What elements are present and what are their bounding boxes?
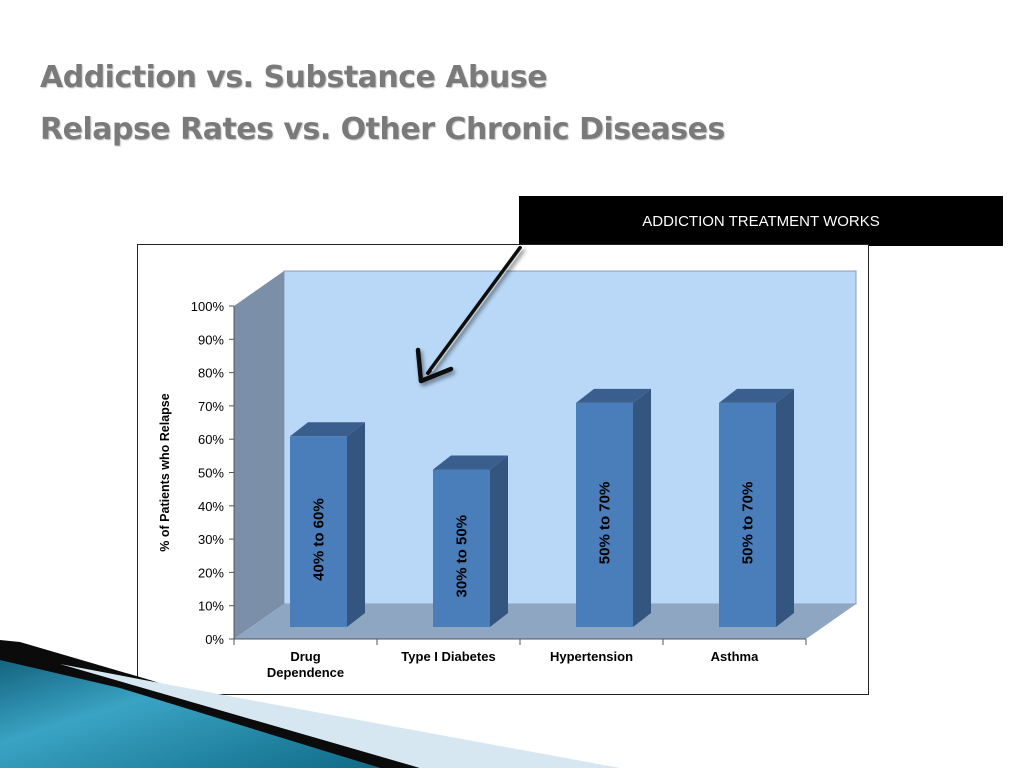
x-category-label: Asthma [711,649,759,664]
plot-floor [234,604,856,639]
bar-side [633,388,651,627]
y-tick-label: 20% [198,565,224,580]
relapse-rate-chart: 0% 10% 20% 30% 40% 50% 60% 70% 80% 90% 100% % of Pa… [158,270,857,680]
y-tick-label: 90% [198,332,224,347]
y-tick-label: 50% [198,466,224,481]
y-tick-label: 100% [191,299,225,314]
bar-data-label: 50% to 70% [597,482,614,565]
bar-data-label: 50% to 70% [740,482,757,565]
x-category-label: Dependence [267,665,344,680]
y-tick-label: 0% [205,632,224,647]
y-axis-label: % of Patients who Relapse [158,393,172,551]
bar-data-label: 30% to 50% [454,515,471,598]
title-line-1: Addiction vs. Substance Abuse [40,60,548,95]
x-category-label: Type I Diabetes [401,649,495,664]
bar-top [576,388,651,403]
bar-top [719,388,794,403]
bar [433,469,490,627]
chart-frame: 0% 10% 20% 30% 40% 50% 60% 70% 80% 90% 100% % of Pa… [137,244,869,695]
title-line-2: Relapse Rates vs. Other Chronic Diseases [40,112,725,147]
y-tick-label: 60% [198,432,224,447]
y-tick-label: 40% [198,499,224,514]
bar [576,402,633,627]
bar [719,402,776,627]
banner-text: ADDICTION TREATMENT WORKS [642,212,880,230]
plot-side-wall [234,271,284,639]
y-tick-label: 30% [198,532,224,547]
y-tick-label: 80% [198,366,224,381]
bar-data-label: 40% to 60% [311,498,328,581]
slide-title: Addiction vs. Substance Abuse Relapse Ra… [40,52,725,156]
bar-top [433,455,508,470]
bar [290,436,347,627]
y-tick-label: 70% [198,399,224,414]
bar-side [776,388,794,627]
addiction-treatment-banner: ADDICTION TREATMENT WORKS [519,196,1003,246]
x-category-label: Drug [290,649,320,664]
bar-side [490,455,508,627]
bar-top [290,422,365,437]
bar-side [347,422,365,627]
x-category-label: Hypertension [550,649,633,664]
y-tick-label: 10% [198,599,224,614]
